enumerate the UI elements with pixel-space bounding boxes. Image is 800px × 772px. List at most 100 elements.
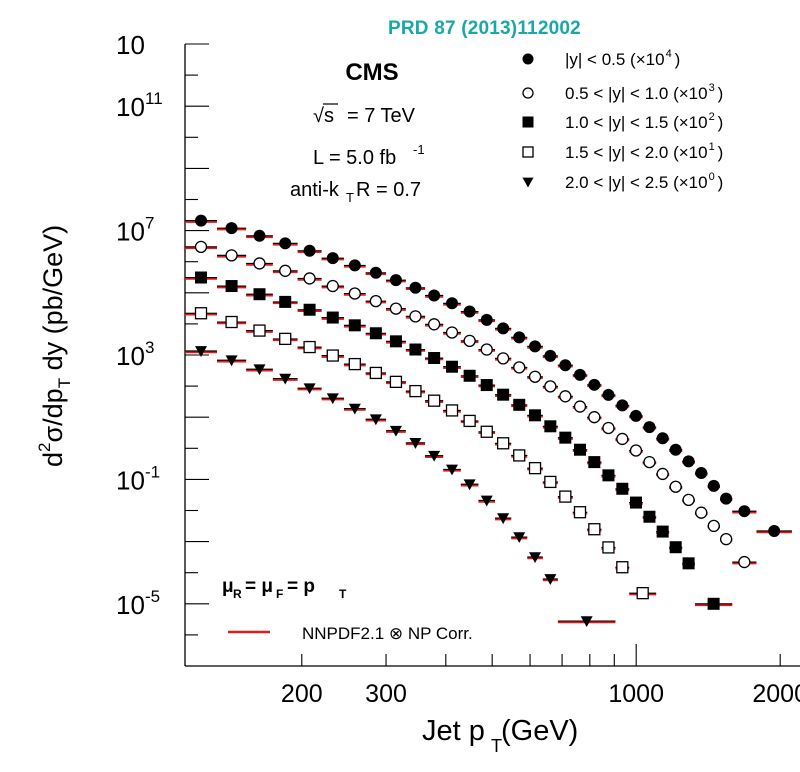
legend-close: ): [718, 84, 724, 103]
y-tick-label: 10 11: [116, 89, 163, 122]
data-point: [695, 506, 708, 519]
data-layer: [185, 214, 792, 627]
data-point: [409, 384, 422, 398]
data-point: [348, 357, 361, 371]
data-point: [707, 519, 720, 533]
data-point: [602, 469, 615, 482]
legend-exp: 4: [666, 48, 672, 60]
legend-entry-2: 1.0 < |y| < 1.5 (×10 2): [522, 111, 724, 132]
data-point: [279, 332, 292, 346]
x-tick-label: 300: [365, 680, 407, 708]
y-tick-exp: -5: [145, 587, 160, 606]
data-point: [602, 388, 615, 401]
data-point: [253, 324, 266, 337]
legend-text: 1.5 < |y| < 2.0 (×10: [565, 143, 708, 162]
series-1: [185, 240, 757, 569]
series-2: [185, 271, 733, 610]
data-point: [369, 414, 382, 426]
data-point: [389, 375, 403, 388]
data-point: [428, 289, 441, 302]
series-3: [185, 307, 657, 600]
data-point: [463, 334, 476, 348]
data-point: [669, 541, 682, 554]
legend-exp: 3: [709, 82, 715, 94]
data-point: [480, 379, 493, 392]
data-point: [616, 432, 629, 446]
legend-entry-0: |y| < 0.5 (×10 4): [522, 48, 680, 69]
data-point: [303, 303, 316, 316]
data-point: [194, 240, 208, 254]
data-point: [225, 315, 238, 329]
data-point: [253, 364, 266, 376]
axes: 10-510-110310710111020030010002000: [116, 30, 800, 708]
legend-text: 0.5 < |y| < 1.0 (×10: [565, 84, 708, 103]
data-point: [225, 249, 238, 262]
legend-close: ): [718, 113, 724, 132]
luminosity-label: L = 5.0 fb -1: [313, 142, 425, 169]
data-point: [480, 495, 493, 507]
svg-text:T: T: [491, 736, 502, 756]
data-point: [629, 409, 642, 422]
data-point: [588, 523, 601, 536]
data-point: [682, 493, 695, 507]
legend-text: 2.0 < |y| < 2.5 (×10: [565, 173, 708, 192]
x-tick-label: 2000: [752, 680, 800, 708]
data-point: [389, 302, 403, 315]
data-point: [707, 597, 720, 610]
data-point: [544, 349, 557, 362]
data-point: [195, 271, 208, 284]
svg-text:μ: μ: [222, 576, 234, 597]
legend-exp: 0: [709, 171, 715, 183]
data-point: [522, 177, 534, 188]
data-point: [573, 443, 586, 456]
data-point: [629, 444, 643, 457]
svg-text:= μ: = μ: [245, 576, 273, 597]
data-point: [616, 482, 629, 495]
svg-text:L = 5.0 fb: L = 5.0 fb: [313, 147, 396, 169]
data-point: [768, 524, 781, 537]
data-point: [369, 294, 383, 308]
data-point: [588, 456, 601, 469]
svg-text:(GeV): (GeV): [501, 715, 578, 747]
data-point: [528, 462, 542, 475]
series-0: [185, 214, 792, 537]
data-point: [446, 360, 459, 373]
data-point: [445, 326, 459, 339]
data-point: [669, 443, 682, 456]
data-point: [497, 388, 510, 401]
data-point: [409, 281, 422, 294]
experiment-label: CMS: [345, 59, 398, 86]
data-point: [738, 505, 751, 518]
data-point: [588, 411, 601, 424]
y-tick-label: 10 7: [116, 214, 154, 247]
data-point: [513, 331, 526, 344]
data-point: [279, 373, 292, 385]
legend-exp: 1: [709, 141, 715, 153]
y-tick-exp: -1: [145, 462, 160, 481]
svg-text:NNPDF2.1 ⊗ NP Corr.: NNPDF2.1 ⊗ NP Corr.: [302, 624, 473, 643]
data-point: [513, 532, 526, 544]
svg-text:-1: -1: [413, 142, 425, 157]
data-point: [544, 420, 557, 433]
svg-text:R = 0.7: R = 0.7: [356, 179, 421, 201]
data-point: [559, 390, 572, 403]
data-point: [409, 438, 422, 449]
data-point: [369, 266, 382, 279]
legend-close: ): [718, 143, 724, 162]
scale-label: μ R = μ F = p T: [222, 576, 347, 601]
x-tick-label: 200: [281, 680, 323, 708]
data-point: [348, 319, 361, 332]
data-point: [656, 432, 669, 445]
data-point: [616, 399, 629, 412]
data-point: [719, 532, 733, 546]
data-point: [253, 229, 266, 242]
data-point: [195, 346, 208, 357]
data-point: [279, 264, 292, 277]
data-point: [348, 287, 361, 300]
data-point: [616, 561, 629, 574]
data-point: [656, 467, 669, 481]
svg-text:F: F: [276, 587, 283, 601]
data-point: [279, 237, 292, 250]
data-point: [529, 340, 542, 353]
